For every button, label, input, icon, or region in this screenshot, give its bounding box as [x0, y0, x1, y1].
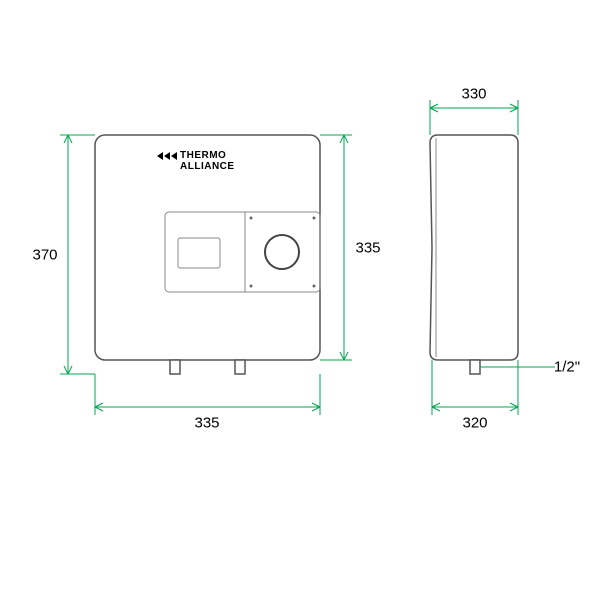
dim-side-pipe: 1/2"	[480, 359, 580, 376]
dim-front-height-outer: 370	[32, 135, 95, 374]
dim-label: 335	[194, 415, 219, 432]
pipe-left	[170, 360, 180, 374]
dim-front-height-inner: 335	[320, 135, 381, 360]
screw-dot	[250, 285, 253, 288]
dim-label: 335	[355, 240, 380, 257]
logo-line2: ALLIANCE	[180, 161, 235, 172]
display-screen	[178, 238, 220, 268]
dim-label: 320	[462, 415, 487, 432]
dim-label: 370	[32, 247, 57, 264]
pipe-right	[235, 360, 245, 374]
dim-label: 1/2"	[554, 359, 580, 376]
screw-dot	[313, 217, 316, 220]
knob	[265, 235, 299, 269]
side-pipe	[470, 360, 480, 374]
dim-front-width: 335	[95, 374, 320, 432]
dim-side-top: 330	[430, 86, 518, 136]
side-view	[430, 135, 518, 374]
side-body	[430, 135, 518, 360]
screw-dot	[313, 285, 316, 288]
screw-dot	[250, 217, 253, 220]
dim-label: 330	[461, 86, 486, 103]
logo-line1: THERMO	[180, 150, 226, 161]
front-view: THERMO ALLIANCE	[95, 135, 320, 374]
